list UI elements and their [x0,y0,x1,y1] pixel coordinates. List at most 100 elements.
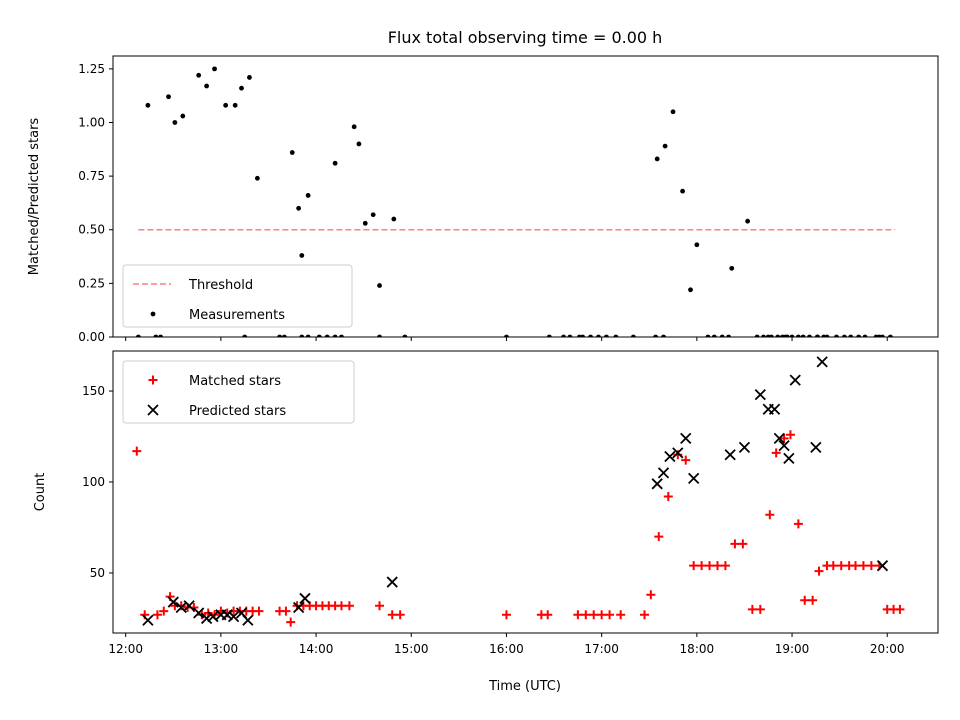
data-point [351,124,357,130]
plot-area [132,356,905,627]
legend-label: Threshold [188,278,253,293]
data-point [834,334,839,337]
data-point [775,334,781,337]
data-point [663,492,673,502]
data-point [664,450,676,463]
data-point [589,610,599,620]
data-point [543,610,553,620]
data-point [183,600,195,612]
data-point [814,566,824,576]
data-point [836,561,846,571]
y-tick-label: 50 [90,566,105,580]
data-point [286,617,296,627]
data-point [193,607,205,619]
data-point [145,102,151,108]
axes-frame [112,350,939,634]
legend-label: Measurements [189,308,285,323]
data-point [501,610,511,620]
x-tick-label: 14:00 [299,642,334,656]
data-point [816,356,828,368]
data-point [254,606,264,616]
bottom-panel: 50 100 150 12:00 13:00 14:00 15:00 16:00 17:00 18… [33,350,939,656]
data-point [573,610,583,620]
legend-label: Matched stars [189,374,281,389]
data-point [765,510,775,520]
data-point [661,334,666,337]
data-point [616,610,626,620]
axes-frame [112,55,939,338]
data-point [880,334,885,337]
data-point [305,193,311,198]
data-point [745,218,751,224]
data-point [689,561,699,571]
y-tick-label: 0.75 [78,169,105,183]
data-point [824,334,830,337]
legend-swatch [148,375,158,385]
legend-box [122,264,353,328]
data-point [639,610,649,620]
x-tick-label: 16:00 [489,642,524,656]
data-point [712,561,722,571]
data-point [876,560,889,572]
data-point [316,334,322,337]
x-tick-label: 20:00 [870,642,905,656]
data-point [724,449,736,461]
data-point [646,590,656,600]
data-point [254,175,260,181]
data-point [688,472,700,484]
x-tick-label: 18:00 [680,642,715,656]
data-point [247,75,252,80]
data-point [688,287,693,293]
data-point [395,610,405,620]
data-point [670,109,676,115]
data-point [738,539,748,549]
data-point [697,561,707,571]
data-point [653,334,658,337]
data-point [672,447,684,459]
data-point [755,604,765,614]
data-point [765,334,771,337]
data-point [738,441,751,454]
data-point [726,334,731,337]
x-axis-label: Time (UTC) [488,679,561,694]
data-point [597,610,607,620]
data-point [158,334,163,337]
data-point [768,403,781,415]
data-point [793,519,803,529]
x-tick-label: 12:00 [108,642,143,656]
data-point [851,561,860,571]
data-point [377,334,382,337]
data-point [719,334,725,337]
data-point [856,334,862,337]
data-point [681,455,691,465]
data-point [281,606,291,616]
data-point [172,120,178,125]
data-point [324,334,330,337]
data-point [789,374,801,386]
data-point [581,610,591,620]
data-point [662,143,668,149]
legend-swatch [147,404,159,416]
data-point [356,141,362,147]
data-point [232,102,238,108]
data-point [807,334,812,337]
series-predicted-stars [142,356,889,626]
data-point [783,334,789,337]
data-point [180,113,186,119]
data-point [281,334,287,337]
data-point [888,334,893,337]
data-point [375,601,385,611]
data-point [596,334,601,337]
data-point [800,334,806,337]
data-point [504,334,509,337]
data-point [391,216,397,222]
data-point [680,188,685,194]
data-point [221,609,233,621]
data-point [588,334,593,337]
data-point [344,601,354,611]
data-point [711,334,717,337]
y-axis-label: Count [33,473,48,512]
data-point [339,334,344,337]
data-point [630,334,636,337]
